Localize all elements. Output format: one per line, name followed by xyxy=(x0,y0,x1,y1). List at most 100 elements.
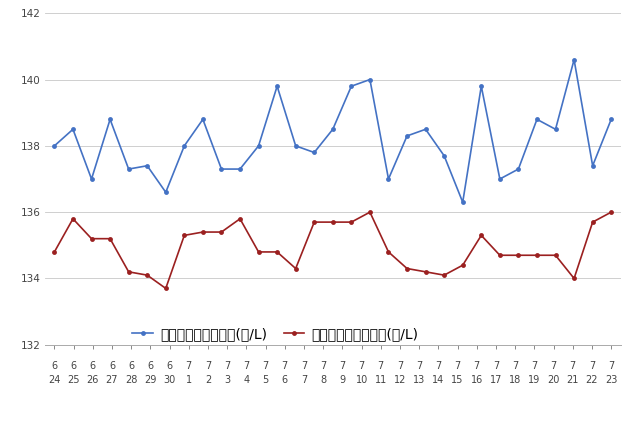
Text: 7: 7 xyxy=(339,362,346,371)
Text: 16: 16 xyxy=(470,375,483,385)
レギュラー県板価格(円/L) xyxy=(459,200,467,205)
レギュラー県板価格(円/L) xyxy=(180,143,188,149)
レギュラー県板価格(円/L) xyxy=(607,117,615,122)
Text: 7: 7 xyxy=(531,362,538,371)
Text: 18: 18 xyxy=(509,375,522,385)
Text: 7: 7 xyxy=(301,362,307,371)
Text: 11: 11 xyxy=(374,375,387,385)
Text: 6: 6 xyxy=(51,362,58,371)
Text: 23: 23 xyxy=(605,375,618,385)
Legend: レギュラー県板価格(円/L), レギュラー実売価格(円/L): レギュラー県板価格(円/L), レギュラー実売価格(円/L) xyxy=(132,327,419,341)
レギュラー県板価格(円/L) xyxy=(366,77,374,82)
Text: 6: 6 xyxy=(147,362,154,371)
Text: 15: 15 xyxy=(451,375,464,385)
レギュラー実売価格(円/L) xyxy=(496,253,504,258)
レギュラー県板価格(円/L) xyxy=(422,127,429,132)
Line: レギュラー実売価格(円/L): レギュラー実売価格(円/L) xyxy=(52,210,614,291)
レギュラー実売価格(円/L) xyxy=(236,216,244,221)
Text: 6: 6 xyxy=(109,362,115,371)
レギュラー実売価格(円/L) xyxy=(180,232,188,238)
Text: 1: 1 xyxy=(186,375,192,385)
レギュラー県板価格(円/L) xyxy=(348,84,355,89)
Text: 7: 7 xyxy=(320,362,326,371)
レギュラー実売価格(円/L) xyxy=(273,249,281,255)
Text: 7: 7 xyxy=(570,362,576,371)
Line: レギュラー県板価格(円/L): レギュラー県板価格(円/L) xyxy=(52,57,614,205)
Text: 22: 22 xyxy=(586,375,598,385)
Text: 7: 7 xyxy=(397,362,403,371)
レギュラー県板価格(円/L) xyxy=(125,167,132,172)
レギュラー実売価格(円/L) xyxy=(143,273,151,278)
Text: 30: 30 xyxy=(163,375,176,385)
Text: 7: 7 xyxy=(550,362,557,371)
Text: 6: 6 xyxy=(166,362,173,371)
レギュラー県板価格(円/L) xyxy=(403,133,411,138)
レギュラー県板価格(円/L) xyxy=(329,127,337,132)
Text: 5: 5 xyxy=(262,375,269,385)
Text: 6: 6 xyxy=(128,362,134,371)
レギュラー県板価格(円/L) xyxy=(88,176,95,182)
Text: 10: 10 xyxy=(355,375,368,385)
レギュラー実売価格(円/L) xyxy=(403,266,411,271)
Text: 9: 9 xyxy=(339,375,346,385)
Text: 8: 8 xyxy=(320,375,326,385)
Text: 7: 7 xyxy=(589,362,595,371)
レギュラー県板価格(円/L) xyxy=(515,167,522,172)
レギュラー実売価格(円/L) xyxy=(422,269,429,274)
レギュラー実売価格(円/L) xyxy=(88,236,95,241)
Text: 21: 21 xyxy=(566,375,579,385)
Text: 6: 6 xyxy=(282,375,288,385)
Text: 7: 7 xyxy=(282,362,288,371)
Text: 7: 7 xyxy=(454,362,461,371)
レギュラー県板価格(円/L) xyxy=(69,127,77,132)
レギュラー県板価格(円/L) xyxy=(385,176,392,182)
レギュラー県板価格(円/L) xyxy=(589,163,596,168)
Text: 6: 6 xyxy=(70,362,77,371)
Text: 25: 25 xyxy=(67,375,80,385)
レギュラー県板価格(円/L) xyxy=(496,176,504,182)
レギュラー実売価格(円/L) xyxy=(440,273,448,278)
レギュラー実売価格(円/L) xyxy=(607,210,615,215)
Text: 28: 28 xyxy=(125,375,138,385)
Text: 20: 20 xyxy=(547,375,560,385)
Text: 24: 24 xyxy=(48,375,61,385)
レギュラー実売価格(円/L) xyxy=(199,229,207,235)
レギュラー県板価格(円/L) xyxy=(570,57,578,62)
Text: 7: 7 xyxy=(608,362,614,371)
Text: 19: 19 xyxy=(528,375,541,385)
レギュラー県板価格(円/L) xyxy=(552,127,559,132)
Text: 7: 7 xyxy=(224,362,230,371)
レギュラー県板価格(円/L) xyxy=(255,143,262,149)
Text: 7: 7 xyxy=(358,362,365,371)
Text: 7: 7 xyxy=(493,362,499,371)
レギュラー実売価格(円/L) xyxy=(515,253,522,258)
Text: 6: 6 xyxy=(90,362,96,371)
レギュラー実売価格(円/L) xyxy=(459,263,467,268)
Text: 29: 29 xyxy=(144,375,157,385)
レギュラー県板価格(円/L) xyxy=(477,84,485,89)
Text: 4: 4 xyxy=(243,375,250,385)
Text: 2: 2 xyxy=(205,375,211,385)
レギュラー実売価格(円/L) xyxy=(69,216,77,221)
Text: 26: 26 xyxy=(86,375,99,385)
Text: 7: 7 xyxy=(205,362,211,371)
レギュラー実売価格(円/L) xyxy=(255,249,262,255)
レギュラー県板価格(円/L) xyxy=(310,150,318,155)
Text: 7: 7 xyxy=(512,362,518,371)
レギュラー実売価格(円/L) xyxy=(552,253,559,258)
Text: 17: 17 xyxy=(490,375,502,385)
レギュラー県板価格(円/L) xyxy=(292,143,300,149)
レギュラー県板価格(円/L) xyxy=(273,84,281,89)
Text: 7: 7 xyxy=(378,362,384,371)
レギュラー県板価格(円/L) xyxy=(236,167,244,172)
レギュラー実売価格(円/L) xyxy=(366,210,374,215)
レギュラー県板価格(円/L) xyxy=(162,190,170,195)
レギュラー実売価格(円/L) xyxy=(162,286,170,291)
Text: 14: 14 xyxy=(432,375,445,385)
レギュラー実売価格(円/L) xyxy=(329,220,337,225)
Text: 13: 13 xyxy=(413,375,426,385)
Text: 7: 7 xyxy=(186,362,192,371)
レギュラー実売価格(円/L) xyxy=(477,232,485,238)
レギュラー実売価格(円/L) xyxy=(533,253,541,258)
Text: 7: 7 xyxy=(474,362,480,371)
